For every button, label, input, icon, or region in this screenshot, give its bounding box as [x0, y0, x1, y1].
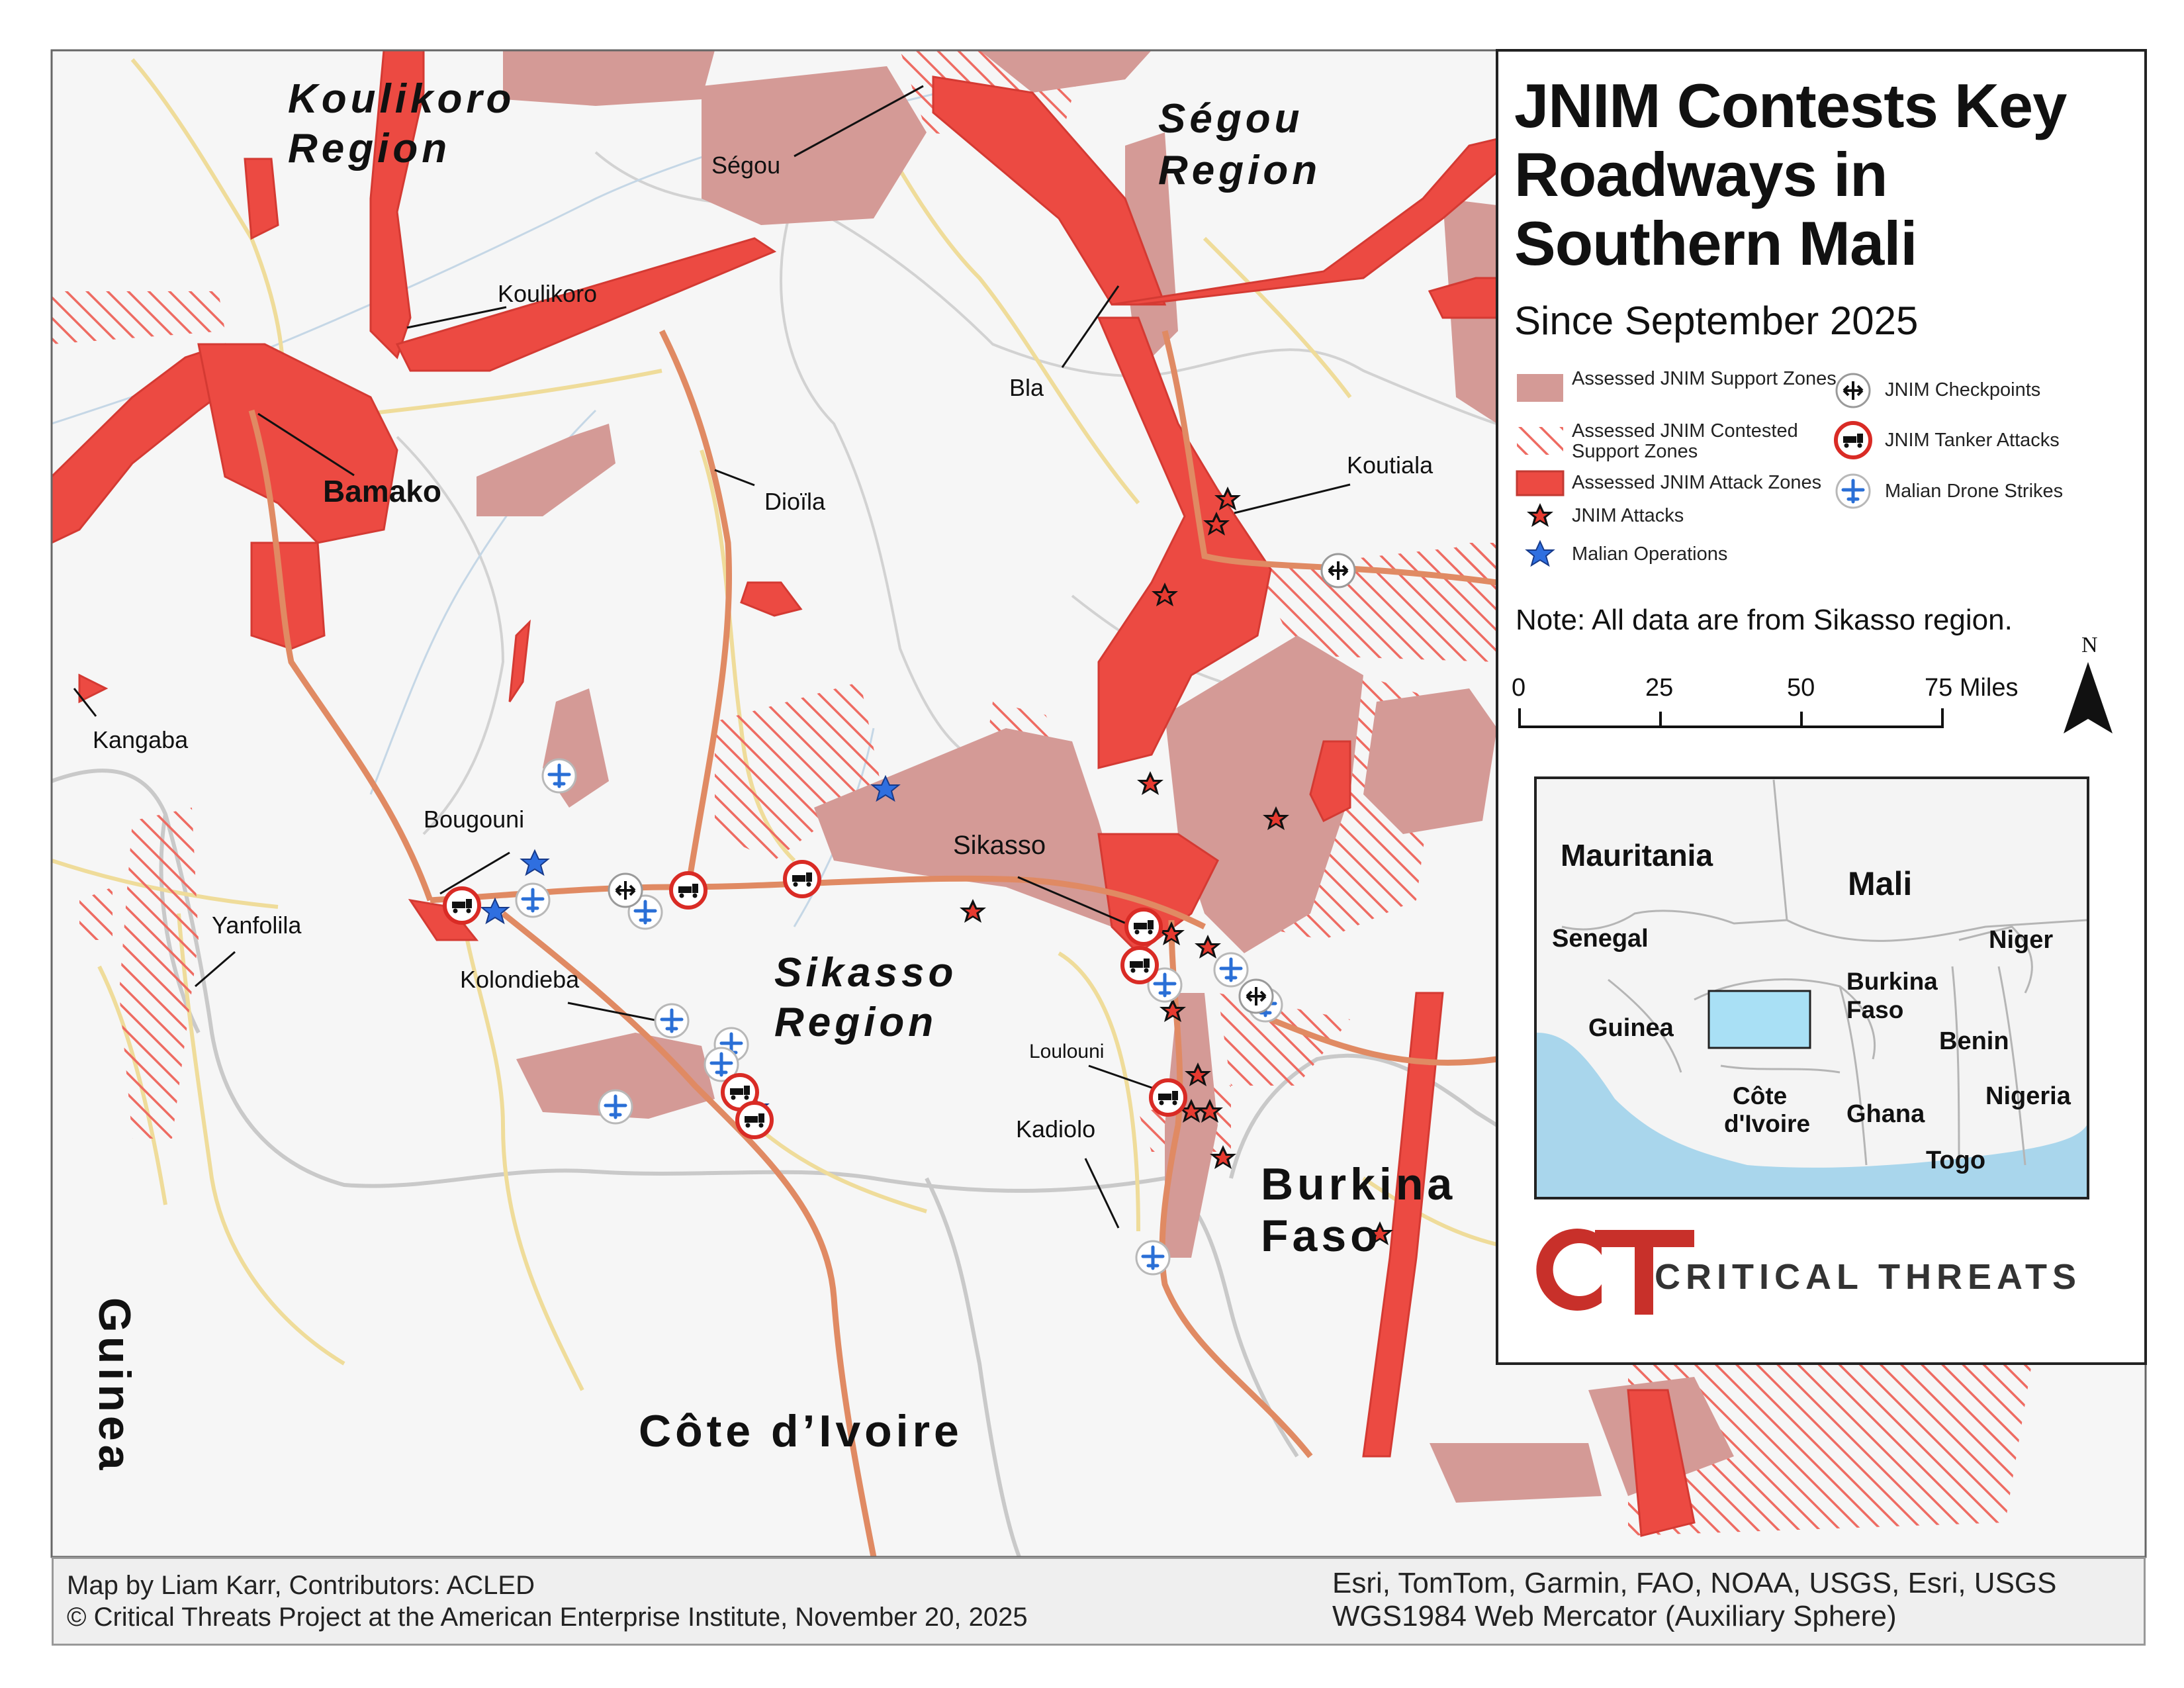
attack-zones — [52, 50, 1696, 1537]
country-label-burkina-1: Burkina — [1261, 1159, 1456, 1209]
legend-swatch-support — [1517, 374, 1563, 402]
north-label: N — [2081, 633, 2098, 657]
inset-label-benin: Benin — [1939, 1027, 2009, 1055]
region-label-sikasso-2: Region — [774, 1000, 937, 1045]
city-label-bamako: Bamako — [323, 474, 441, 508]
legend-swatch-attack-zone — [1516, 470, 1565, 496]
scale-tick-50: 50 — [1787, 674, 1815, 702]
legend-swatch-contested — [1517, 427, 1563, 455]
legend-tanker-icon — [1836, 423, 1870, 457]
region-label-koulikoro-1: Koulikoro — [288, 76, 515, 122]
city-label-koulikoro: Koulikoro — [498, 280, 597, 307]
inset-label-burkina-2: Faso — [1846, 996, 1903, 1023]
legend-label-operations: Malian Operations — [1572, 543, 1728, 565]
city-label-yanfolila: Yanfolila — [212, 912, 302, 939]
legend-label-drone: Malian Drone Strikes — [1885, 481, 2064, 502]
city-label-koutiala: Koutiala — [1347, 451, 1433, 479]
city-label-bougouni: Bougouni — [424, 806, 524, 833]
brand-name: CRITICAL THREATS — [1655, 1257, 2081, 1297]
footer-projection: WGS1984 Web Mercator (Auxiliary Sphere) — [1332, 1600, 1897, 1632]
critical-threats-logo — [1536, 1228, 1694, 1315]
primary-roads — [248, 329, 1498, 1557]
legend-label-contested: Assessed JNIM Contested Support Zones — [1572, 420, 1798, 462]
city-label-kolondieba: Kolondieba — [460, 966, 580, 993]
country-label-guinea: Guinea — [89, 1297, 140, 1474]
region-label-sikasso-1: Sikasso — [774, 950, 957, 996]
legend-swatches — [1516, 373, 1871, 566]
inset-label-niger: Niger — [1989, 926, 2053, 954]
legend-label-attack-zone: Assessed JNIM Attack Zones — [1572, 472, 1822, 493]
inset-label-togo: Togo — [1926, 1147, 1985, 1174]
legend-checkpoint-icon — [1835, 373, 1871, 408]
inset-label-burkina-1: Burkina — [1846, 968, 1938, 995]
map-title: JNIM Contests Key Roadways in Southern M… — [1514, 71, 2067, 278]
inset-map: Mauritania Mali Senegal Niger Burkina Fa… — [1534, 776, 2089, 1199]
city-label-kadiolo: Kadiolo — [1016, 1115, 1095, 1143]
legend-label-tanker: JNIM Tanker Attacks — [1885, 430, 2060, 451]
scale-tick-75: 75 Miles — [1925, 674, 2019, 702]
inset-label-ghana: Ghana — [1846, 1100, 1925, 1128]
map-note: Note: All data are from Sikasso region. — [1516, 604, 2013, 636]
inset-label-nigeria: Nigeria — [1985, 1082, 2071, 1110]
inset-label-guinea: Guinea — [1588, 1014, 1674, 1042]
region-label-koulikoro-2: Region — [288, 126, 451, 171]
region-label-segou-1: Ségou — [1158, 96, 1303, 142]
scale-bar — [1518, 708, 1944, 728]
callout-lines — [73, 85, 1351, 1229]
country-label-cote-divoire: Côte d’Ivoire — [639, 1406, 963, 1456]
inset-label-mali: Mali — [1848, 865, 1912, 902]
city-label-bla: Bla — [1009, 374, 1044, 401]
footer-credit-author: Map by Liam Karr, Contributors: ACLED — [67, 1571, 535, 1600]
city-label-segou: Ségou — [711, 152, 780, 179]
legend-label-checkpoints: JNIM Checkpoints — [1885, 379, 2041, 400]
inset-label-cote-2: d'Ivoire — [1724, 1110, 1810, 1137]
region-label-segou-2: Region — [1158, 148, 1321, 193]
footer-credit-copyright: © Critical Threats Project at the Americ… — [67, 1603, 1028, 1632]
inset-label-senegal: Senegal — [1552, 925, 1649, 953]
legend-label-attacks: JNIM Attacks — [1572, 505, 1684, 526]
map-subtitle: Since September 2025 — [1514, 299, 1919, 343]
inset-highlight-area — [1707, 990, 1811, 1049]
city-label-sikasso: Sikasso — [953, 831, 1046, 860]
city-label-dioila: Dioïla — [764, 488, 826, 515]
scale-tick-0: 0 — [1512, 674, 1526, 702]
footer-source: Esri, TomTom, Garmin, FAO, NOAA, USGS, E… — [1332, 1567, 2057, 1599]
legend-label-support: Assessed JNIM Support Zones — [1572, 368, 1837, 389]
footer: Map by Liam Karr, Contributors: ACLED © … — [52, 1557, 2146, 1646]
city-label-kangaba: Kangaba — [93, 726, 189, 753]
inset-label-mauritania: Mauritania — [1561, 838, 1713, 872]
city-label-loulouni: Loulouni — [1029, 1041, 1104, 1062]
north-arrow: N — [2064, 633, 2113, 733]
scale-tick-25: 25 — [1645, 674, 1674, 702]
inset-label-cote-1: Côte — [1733, 1082, 1787, 1109]
country-label-burkina-2: Faso — [1261, 1211, 1382, 1261]
